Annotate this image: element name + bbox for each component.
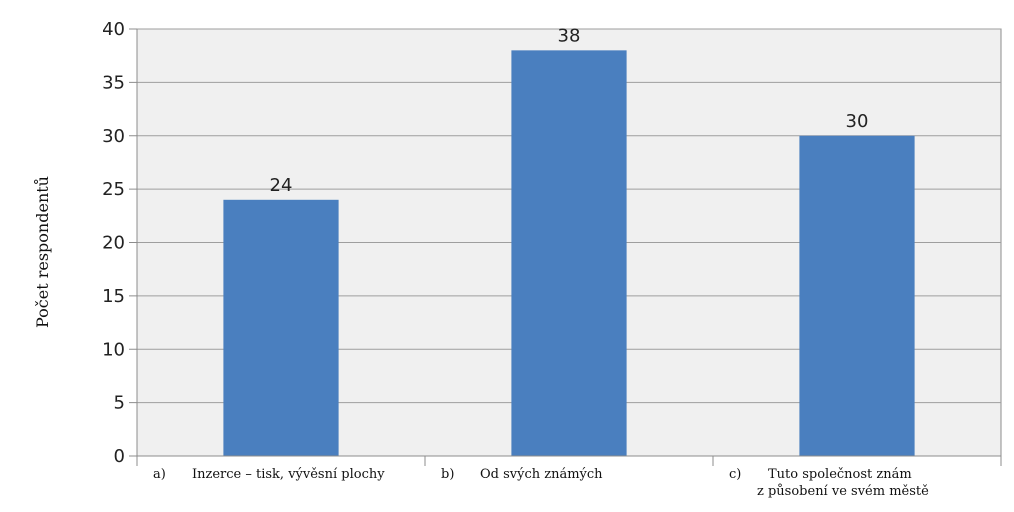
x-tick-label: Od svých známých [480, 467, 603, 482]
y-tick-label: 20 [102, 233, 125, 254]
y-tick-label: 15 [102, 286, 125, 307]
y-axis-ticks: 0 5 10 15 20 25 30 35 40 [102, 19, 137, 467]
bars [223, 50, 915, 457]
y-tick-label: 30 [102, 126, 125, 147]
y-tick-label: 25 [102, 179, 125, 200]
data-label: 24 [270, 175, 293, 196]
bar [799, 135, 915, 456]
y-axis-title: Počet respondentů [33, 176, 52, 328]
y-tick-label: 5 [114, 393, 125, 414]
data-label: 30 [846, 111, 869, 132]
x-tick-label: Tuto společnost znám [768, 467, 912, 482]
x-tick-label-marker: c) [729, 467, 741, 482]
data-label: 38 [558, 25, 581, 46]
x-axis-labels: a) Inzerce – tisk, vývěsní plochy b) Od svý… [153, 467, 929, 499]
y-tick-label: 35 [102, 72, 125, 93]
x-tick-label: z působení ve svém městě [757, 483, 929, 499]
data-labels: 24 38 30 [270, 25, 869, 195]
bar [223, 199, 339, 457]
x-tick-label: Inzerce – tisk, vývěsní plochy [192, 467, 385, 482]
x-axis-ticks [136, 456, 1002, 466]
bar [511, 50, 627, 456]
x-tick-label-marker: b) [441, 467, 454, 482]
y-tick-label: 40 [102, 19, 125, 40]
y-tick-label: 10 [102, 339, 125, 360]
x-tick-label-marker: a) [153, 467, 166, 482]
y-tick-label: 0 [114, 446, 125, 467]
